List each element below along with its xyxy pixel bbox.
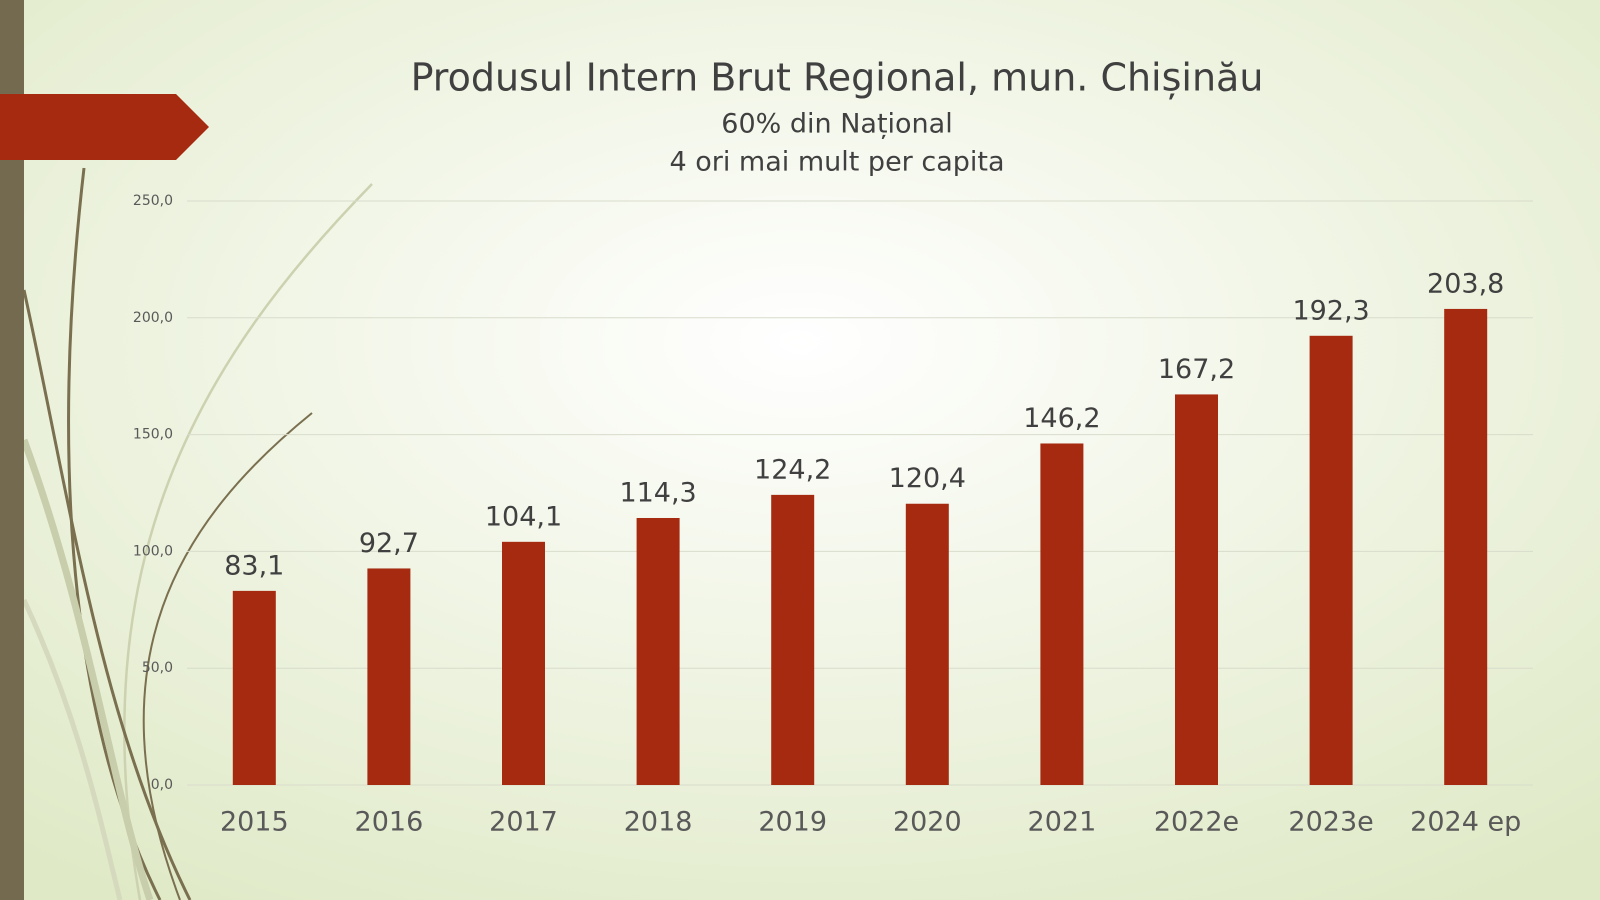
chart-title: Produsul Intern Brut Regional, mun. Chiș… <box>411 56 1264 100</box>
x-tick-label: 2018 <box>624 807 693 838</box>
bar <box>1444 308 1488 785</box>
y-tick-label: 150,0 <box>133 427 173 443</box>
x-tick-label: 2022e <box>1154 807 1239 838</box>
decoration-curves <box>20 167 373 900</box>
y-tick-label: 0,0 <box>151 777 173 793</box>
y-tick-label: 100,0 <box>133 543 173 559</box>
data-label: 104,1 <box>485 501 562 532</box>
data-label: 83,1 <box>224 550 284 581</box>
bar <box>367 568 411 785</box>
bar <box>905 503 949 785</box>
y-tick-label: 200,0 <box>133 310 173 326</box>
subtitle: 4 ori mai mult per capita <box>669 147 1004 178</box>
bar <box>1175 394 1218 785</box>
bar <box>502 541 545 785</box>
x-tick-label: 2017 <box>489 807 558 838</box>
x-tick-label: 2016 <box>355 807 424 838</box>
arrow-banner <box>0 94 209 160</box>
bar <box>232 590 276 785</box>
bar <box>1040 443 1084 785</box>
data-label: 167,2 <box>1158 354 1235 385</box>
data-label: 120,4 <box>889 463 966 494</box>
x-tick-label: 2020 <box>893 807 962 838</box>
subtitle: 60% din Național <box>721 109 952 140</box>
data-label: 124,2 <box>754 454 831 485</box>
x-tick-label: 2021 <box>1028 807 1097 838</box>
bar <box>771 494 815 785</box>
y-tick-label: 50,0 <box>142 660 173 676</box>
bar <box>636 517 680 785</box>
x-tick-label: 2024 ep <box>1410 807 1521 838</box>
x-tick-label: 2023e <box>1288 807 1373 838</box>
data-label: 114,3 <box>619 477 696 508</box>
data-label: 92,7 <box>359 528 419 559</box>
data-label: 203,8 <box>1427 268 1504 299</box>
x-tick-label: 2015 <box>220 807 289 838</box>
bar <box>1309 335 1353 785</box>
y-tick-label: 250,0 <box>133 193 173 209</box>
data-label: 146,2 <box>1023 403 1100 434</box>
data-label: 192,3 <box>1292 295 1369 326</box>
x-tick-label: 2019 <box>758 807 827 838</box>
